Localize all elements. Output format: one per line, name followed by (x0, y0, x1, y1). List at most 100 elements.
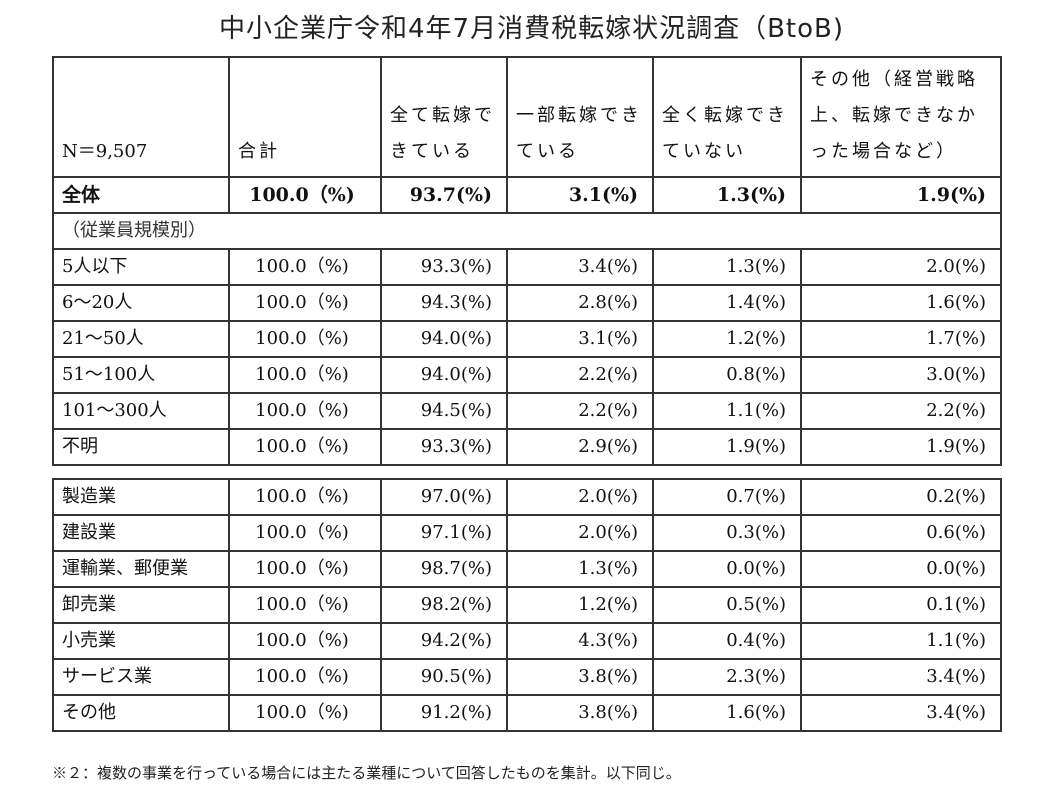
row-label: 6～20人 (52, 284, 230, 322)
cell-fully: 90.5(%) (380, 658, 508, 696)
table-row: 製造業 100.0（%) 97.0(%) 2.0(%) 0.7(%) 0.2(%) (52, 478, 1002, 516)
table-row: 不明 100.0（%) 93.3(%) 2.9(%) 1.9(%) 1.9(%) (52, 428, 1002, 466)
cell-other: 1.9(%) (800, 428, 1002, 466)
survey-table-container: N＝9,507 合計 全て転嫁できている 一部転嫁できている 全く転嫁できていな… (52, 56, 1002, 732)
cell-partly: 2.8(%) (506, 284, 654, 322)
cell-fully: 97.0(%) (380, 478, 508, 516)
cell-fully: 91.2(%) (380, 694, 508, 732)
cell-other: 3.0(%) (800, 356, 1002, 394)
cell-not: 0.0(%) (652, 550, 802, 588)
cell-other: 0.1(%) (800, 586, 1002, 624)
cell-partly: 3.8(%) (506, 658, 654, 696)
cell-total: 100.0（%) (228, 392, 382, 430)
cell-other: 3.4(%) (800, 658, 1002, 696)
size-rows: 5人以下 100.0（%) 93.3(%) 3.4(%) 1.3(%) 2.0(%) 6～2… (52, 248, 1002, 466)
cell-total: 100.0（%) (228, 176, 382, 214)
cell-fully: 94.2(%) (380, 622, 508, 660)
cell-not: 1.2(%) (652, 320, 802, 358)
table-row: 小売業 100.0（%) 94.2(%) 4.3(%) 0.4(%) 1.1(%) (52, 622, 1002, 660)
cell-partly: 3.1(%) (506, 320, 654, 358)
header-partly-passed: 一部転嫁できている (506, 56, 654, 178)
cell-not: 1.1(%) (652, 392, 802, 430)
page-title: 中小企業庁令和4年7月消費税転嫁状況調査（BtoB) (218, 14, 844, 44)
cell-fully: 94.5(%) (380, 392, 508, 430)
row-label: 卸売業 (52, 586, 230, 624)
row-label: 21～50人 (52, 320, 230, 358)
industry-rows: 製造業 100.0（%) 97.0(%) 2.0(%) 0.7(%) 0.2(%) 建設業 1… (52, 478, 1002, 732)
cell-not: 0.7(%) (652, 478, 802, 516)
cell-partly: 2.9(%) (506, 428, 654, 466)
cell-not: 1.3(%) (652, 176, 802, 214)
size-section-row: （従業員規模別） (52, 212, 1002, 250)
cell-not: 0.4(%) (652, 622, 802, 660)
cell-total: 100.0（%) (228, 284, 382, 322)
row-label: 全体 (52, 176, 230, 214)
row-label: 運輸業、郵便業 (52, 550, 230, 588)
table-row: 51～100人 100.0（%) 94.0(%) 2.2(%) 0.8(%) 3.0(%) (52, 356, 1002, 394)
cell-other: 0.6(%) (800, 514, 1002, 552)
cell-not: 1.6(%) (652, 694, 802, 732)
cell-other: 0.0(%) (800, 550, 1002, 588)
row-label: 101～300人 (52, 392, 230, 430)
cell-fully: 98.2(%) (380, 586, 508, 624)
cell-not: 1.4(%) (652, 284, 802, 322)
header-fully-passed: 全て転嫁できている (380, 56, 508, 178)
cell-total: 100.0（%) (228, 550, 382, 588)
header-row: N＝9,507 合計 全て転嫁できている 一部転嫁できている 全く転嫁できていな… (52, 56, 1002, 178)
total-row: 全体 100.0（%) 93.7(%) 3.1(%) 1.3(%) 1.9(%) (52, 176, 1002, 214)
cell-total: 100.0（%) (228, 694, 382, 732)
cell-other: 3.4(%) (800, 694, 1002, 732)
cell-not: 0.3(%) (652, 514, 802, 552)
table-row: サービス業 100.0（%) 90.5(%) 3.8(%) 2.3(%) 3.4(%) (52, 658, 1002, 696)
cell-other: 1.1(%) (800, 622, 1002, 660)
cell-other: 2.2(%) (800, 392, 1002, 430)
cell-total: 100.0（%) (228, 586, 382, 624)
cell-partly: 3.1(%) (506, 176, 654, 214)
survey-table: N＝9,507 合計 全て転嫁できている 一部転嫁できている 全く転嫁できていな… (52, 56, 1002, 732)
table-row: 運輸業、郵便業 100.0（%) 98.7(%) 1.3(%) 0.0(%) 0.0(%) (52, 550, 1002, 588)
table-row: 6～20人 100.0（%) 94.3(%) 2.8(%) 1.4(%) 1.6(%) (52, 284, 1002, 322)
cell-fully: 94.3(%) (380, 284, 508, 322)
cell-not: 0.8(%) (652, 356, 802, 394)
table-row: 5人以下 100.0（%) 93.3(%) 3.4(%) 1.3(%) 2.0(%) (52, 248, 1002, 286)
spacer-row (53, 464, 1001, 480)
cell-partly: 2.0(%) (506, 514, 654, 552)
cell-not: 1.3(%) (652, 248, 802, 286)
header-other: その他（経営戦略上、転嫁できなかった場合など） (800, 56, 1002, 178)
row-label: 建設業 (52, 514, 230, 552)
cell-fully: 93.3(%) (380, 248, 508, 286)
table-row: 21～50人 100.0（%) 94.0(%) 3.1(%) 1.2(%) 1.7(%) (52, 320, 1002, 358)
cell-fully: 98.7(%) (380, 550, 508, 588)
row-label: その他 (52, 694, 230, 732)
cell-total: 100.0（%) (228, 320, 382, 358)
size-section-label: （従業員規模別） (52, 212, 1002, 250)
cell-partly: 1.2(%) (506, 586, 654, 624)
table-row: 卸売業 100.0（%) 98.2(%) 1.2(%) 0.5(%) 0.1(%) (52, 586, 1002, 624)
table-row: 101～300人 100.0（%) 94.5(%) 2.2(%) 1.1(%) 2.2(%… (52, 392, 1002, 430)
cell-partly: 4.3(%) (506, 622, 654, 660)
cell-total: 100.0（%) (228, 622, 382, 660)
cell-not: 2.3(%) (652, 658, 802, 696)
table-row: 建設業 100.0（%) 97.1(%) 2.0(%) 0.3(%) 0.6(%) (52, 514, 1002, 552)
cell-fully: 93.3(%) (380, 428, 508, 466)
cell-other: 1.7(%) (800, 320, 1002, 358)
footnote: ※２：複数の事業を行っている場合には主たる業種について回答したものを集計。以下同… (52, 764, 681, 782)
cell-other: 0.2(%) (800, 478, 1002, 516)
cell-partly: 3.8(%) (506, 694, 654, 732)
cell-fully: 94.0(%) (380, 356, 508, 394)
cell-other: 1.9(%) (800, 176, 1002, 214)
row-label: サービス業 (52, 658, 230, 696)
cell-not: 1.9(%) (652, 428, 802, 466)
cell-other: 2.0(%) (800, 248, 1002, 286)
cell-partly: 1.3(%) (506, 550, 654, 588)
cell-total: 100.0（%) (228, 248, 382, 286)
row-label: 製造業 (52, 478, 230, 516)
cell-partly: 2.0(%) (506, 478, 654, 516)
cell-total: 100.0（%) (228, 658, 382, 696)
row-label: 不明 (52, 428, 230, 466)
cell-fully: 93.7(%) (380, 176, 508, 214)
cell-fully: 94.0(%) (380, 320, 508, 358)
cell-total: 100.0（%) (228, 428, 382, 466)
row-label: 5人以下 (52, 248, 230, 286)
cell-other: 1.6(%) (800, 284, 1002, 322)
